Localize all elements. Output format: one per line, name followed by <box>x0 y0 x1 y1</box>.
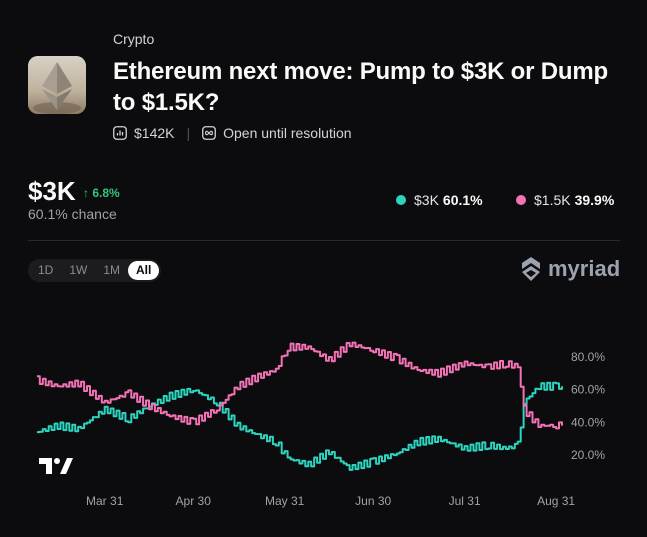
x-tick-label: Jun 30 <box>355 494 391 508</box>
x-tick-label: May 31 <box>265 494 305 508</box>
time-range-selector: 1D 1W 1M All <box>28 259 162 282</box>
infinity-icon <box>202 126 217 140</box>
range-all-button[interactable]: All <box>128 261 160 280</box>
range-1m-button[interactable]: 1M <box>103 263 121 277</box>
x-tick-label: Jul 31 <box>449 494 481 508</box>
volume-value: $142K <box>134 125 175 141</box>
myriad-logo: myriad <box>520 256 620 282</box>
outcome-price: $3K <box>28 176 76 206</box>
legend-item-3k: $3K 60.1% <box>396 192 483 208</box>
market-status: Open until resolution <box>223 125 352 141</box>
legend-value: 39.9% <box>574 192 615 208</box>
range-1d-button[interactable]: 1D <box>38 263 54 277</box>
x-tick-label: Aug 31 <box>537 494 575 508</box>
meta-separator: | <box>186 125 191 141</box>
legend-label: $3K <box>414 192 439 208</box>
outcome-chance: 60.1% chance <box>28 206 117 222</box>
x-tick-label: Apr 30 <box>176 494 212 508</box>
arrow-up-icon: ↑ <box>83 186 89 200</box>
y-tick-label: 60.0% <box>571 383 605 397</box>
price-delta-value: 6.8% <box>92 186 120 200</box>
legend-label: $1.5K <box>534 192 571 208</box>
tradingview-icon <box>39 458 73 474</box>
brand-name: myriad <box>548 256 621 281</box>
y-tick-label: 20.0% <box>571 448 605 462</box>
legend-dot <box>516 195 526 205</box>
price-delta: ↑ 6.8% <box>83 186 120 200</box>
series-line-1-5k <box>36 341 563 430</box>
range-1w-button[interactable]: 1W <box>69 263 88 277</box>
tradingview-logo[interactable] <box>38 456 74 481</box>
myriad-mark-icon <box>522 257 540 281</box>
x-tick-label: Mar 31 <box>86 494 124 508</box>
volume-chart-icon <box>113 126 127 140</box>
legend-item-1-5k: $1.5K 39.9% <box>516 192 614 208</box>
price-chart[interactable]: 20.0% 40.0% 60.0% 80.0% Mar 31 Apr 30 May 31 J… <box>0 320 647 520</box>
market-meta: $142K | Open until resolution <box>113 124 352 142</box>
legend-dot <box>396 195 406 205</box>
market-title: Ethereum next move: Pump to $3K or Dump … <box>113 58 608 116</box>
legend-value: 60.1% <box>442 192 483 208</box>
divider <box>28 240 620 241</box>
ethereum-logo <box>28 56 86 114</box>
market-category[interactable]: Crypto <box>113 31 155 47</box>
y-tick-label: 80.0% <box>571 350 605 364</box>
series-line-3k <box>36 381 563 471</box>
y-tick-label: 40.0% <box>571 415 605 429</box>
